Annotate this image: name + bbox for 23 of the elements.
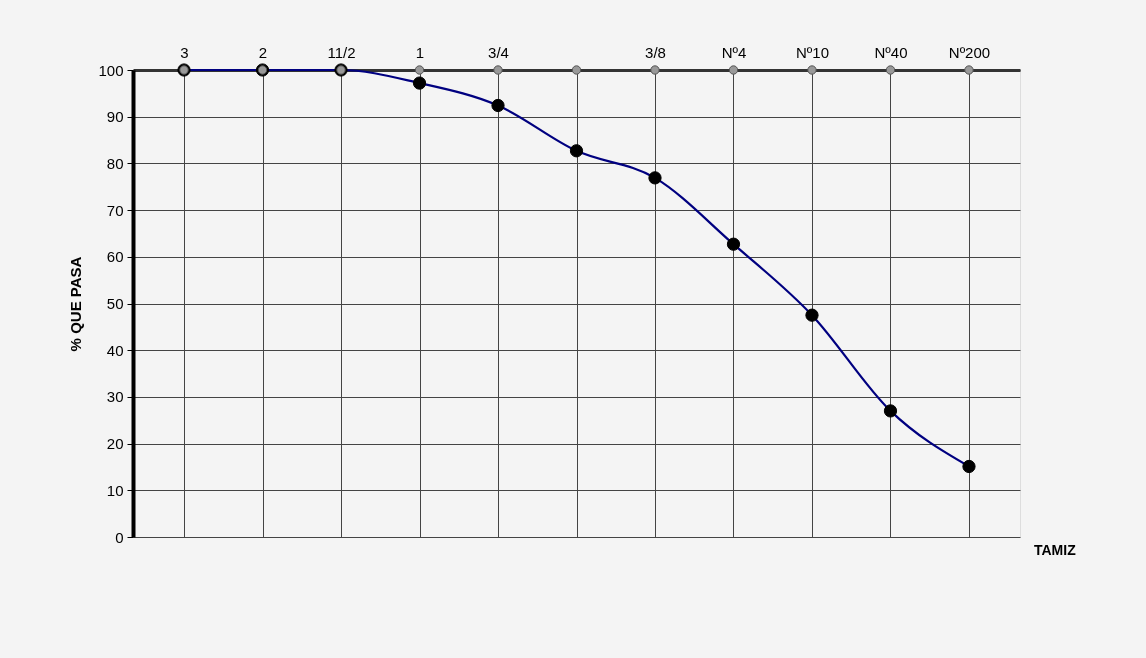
y-tick-label: 40 [106,341,124,359]
y-tick-label: 90 [106,108,124,126]
x-tick-label: 11/2 [327,43,356,61]
y-axis-title: % QUE PASA [67,256,85,352]
y-tick-label: 0 [115,528,124,546]
x-tick-label: Nº10 [795,43,829,61]
y-tick-label: 10 [106,481,124,499]
x-tick-label: 3 [180,43,189,61]
x-tick-label: 2 [258,43,268,61]
x-tick-label: 1 [415,43,425,61]
y-tick-label: 100 [98,61,124,79]
x-axis-title: TAMIZ [1034,542,1077,558]
x-tick-label: 3/4 [488,43,509,61]
y-tick-label: 20 [106,435,124,453]
y-tick-label: 60 [106,248,124,266]
y-tick-label: 50 [106,295,124,312]
y-tick-label: 30 [106,388,124,406]
x-tick-label: Nº40 [874,43,908,61]
y-tick-label: 70 [106,201,124,219]
y-tick-label: 80 [106,154,124,172]
x-tick-label: Nº200 [948,43,991,61]
x-tick-label: Nº4 [721,43,747,61]
x-tick-label: 3/8 [645,43,666,61]
